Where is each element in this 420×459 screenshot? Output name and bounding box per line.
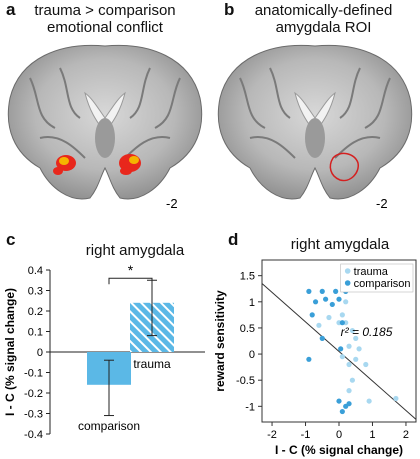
data-point-trauma [326,314,332,321]
panel-b-brain-slice: -2 [217,44,413,211]
panel-b-letter: b [224,0,235,19]
y-tick-label: -0.5 [236,375,255,387]
panel-a-slice-label: -2 [166,196,178,211]
data-point-comparison [306,356,312,362]
bar-chart: 0.4 0.3 0.2 0.1 0 -0.1 -0.2 -0.3 -0.4 I - C (% si… [3,262,205,441]
data-point-trauma [346,361,352,368]
panel-a-title-line1: trauma > comparison [34,2,176,19]
data-point-trauma [343,299,349,305]
data-point-comparison [339,320,345,326]
panel-b-slice-label: -2 [376,196,388,211]
data-point-trauma [393,395,399,402]
data-point-comparison [323,296,329,302]
x-tick-label: -1 [301,429,311,441]
y-axis-label: reward sensitivity [213,290,227,392]
data-point-trauma [349,327,355,334]
data-point-trauma [363,361,369,368]
y-tick-label: 1.5 [240,271,255,283]
x-tick-label: 0 [336,429,342,441]
data-point-trauma [353,335,359,341]
legend-label-trauma: trauma [354,266,389,278]
panel-a-title: trauma > comparison emotional conflict [20,2,190,36]
y-tick-label: 0.4 [28,265,43,277]
y-tick-label: -0.1 [24,368,43,380]
panel-a-letter: a [6,0,16,19]
y-tick-label: -0.2 [24,388,43,400]
y-tick-label: 0.3 [28,286,43,298]
panel-b-title-line2: amygdala ROI [275,19,372,36]
x-axis-label: I - C (% signal change) [275,443,403,457]
data-point-comparison [336,296,342,302]
data-point-comparison [333,288,339,294]
data-point-trauma [316,322,322,328]
data-point-trauma [346,343,352,349]
panel-b-title: anatomically-defined amygdala ROI [236,2,411,36]
panel-c-letter: c [6,230,16,249]
panel-a-brain-slice: -2 [7,44,203,211]
x-tick-label: 1 [369,429,375,441]
x-tick-label: -2 [267,429,277,441]
brain-coronal-a [7,44,203,200]
y-tick-label: 0.2 [28,306,43,318]
data-point-comparison [339,408,345,415]
data-point-trauma [356,346,362,352]
panel-d-title: right amygdala [290,236,390,253]
y-axis-label: I - C (% signal change) [3,288,17,416]
y-tick-label: -1 [245,401,255,413]
data-point-comparison [319,288,325,294]
category-label-trauma: trauma [133,357,171,371]
data-point-comparison [343,403,349,409]
y-tick-label: -0.3 [24,409,43,421]
activation-right [119,154,141,175]
legend-label-comparison: comparison [354,278,411,290]
panel-c-title: right amygdala [85,242,185,259]
data-point-trauma [339,354,345,360]
y-tick-label: 0 [249,349,255,361]
panel-a-title-line2: emotional conflict [47,19,163,36]
panel-b-title-line1: anatomically-defined [254,2,393,19]
r-squared-annotation: r² = 0.185 [341,325,393,339]
y-tick-label: 0.5 [240,323,255,335]
data-point-comparison [306,288,312,294]
data-point-comparison [312,299,319,305]
data-point-comparison [338,346,344,352]
legend-marker-trauma [344,268,351,274]
x-tick-label: 2 [403,429,409,441]
panel-d-letter: d [228,230,239,249]
data-point-trauma [339,312,345,318]
activation-left [53,155,76,175]
y-tick-label: -0.4 [24,429,43,441]
regression-line [261,283,417,420]
legend-marker-comparison [344,280,351,286]
data-point-trauma [353,356,359,362]
data-point-comparison [329,301,335,308]
significance-star: * [128,262,134,278]
y-tick-label: 0 [37,347,43,359]
significance-bracket [108,277,153,285]
data-point-trauma [349,377,355,383]
data-point-comparison [309,312,315,318]
data-point-trauma [366,398,372,404]
y-tick-label: 1 [249,297,255,309]
y-tick-label: 0.1 [28,327,43,339]
data-point-comparison [336,398,342,404]
category-label-comparison: comparison [78,419,140,433]
amygdala-roi-outline [329,152,359,182]
data-point-comparison [319,335,325,341]
brain-coronal-b [217,44,413,200]
legend-box [340,263,414,293]
data-point-trauma [346,388,352,394]
